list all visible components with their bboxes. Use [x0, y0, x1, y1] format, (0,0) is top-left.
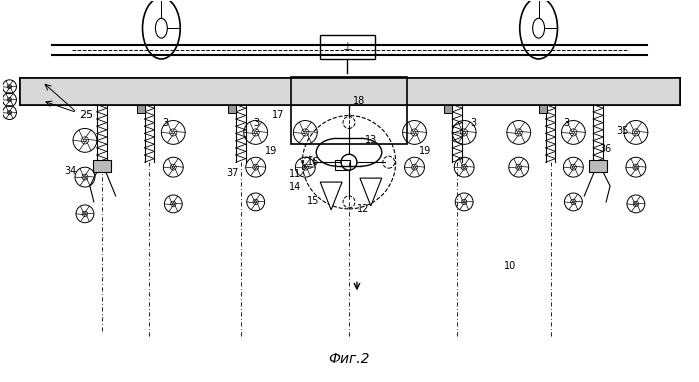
Text: 19: 19: [265, 146, 277, 156]
Text: 25: 25: [79, 110, 93, 120]
Text: Фиг.2: Фиг.2: [329, 352, 370, 366]
Text: 10: 10: [504, 261, 516, 272]
Text: 18: 18: [353, 96, 365, 106]
Bar: [539, 105, 547, 113]
Text: 3: 3: [254, 118, 260, 128]
Text: 14: 14: [289, 182, 302, 192]
Bar: [291, 77, 407, 144]
Text: 35: 35: [616, 126, 628, 136]
Bar: [445, 105, 452, 113]
Bar: [93, 160, 110, 172]
Text: 16: 16: [308, 157, 319, 167]
Text: 3: 3: [563, 118, 570, 128]
Polygon shape: [320, 182, 342, 210]
Text: 19: 19: [419, 146, 431, 156]
Text: 36: 36: [599, 144, 612, 154]
Text: 15: 15: [308, 196, 319, 206]
Bar: [20, 78, 679, 105]
Bar: [320, 35, 375, 59]
Text: 17: 17: [272, 110, 284, 120]
Text: 34: 34: [64, 166, 76, 176]
Bar: [136, 105, 145, 113]
Text: 13: 13: [365, 135, 377, 146]
Text: 3: 3: [162, 118, 168, 128]
Polygon shape: [360, 178, 382, 206]
Bar: [228, 105, 236, 113]
Bar: [589, 160, 607, 172]
Text: ⊥: ⊥: [342, 42, 352, 52]
Text: 12: 12: [357, 204, 369, 214]
Bar: [335, 160, 350, 170]
Text: 37: 37: [226, 168, 238, 178]
Text: 3: 3: [470, 118, 476, 128]
Text: 11: 11: [289, 169, 302, 179]
